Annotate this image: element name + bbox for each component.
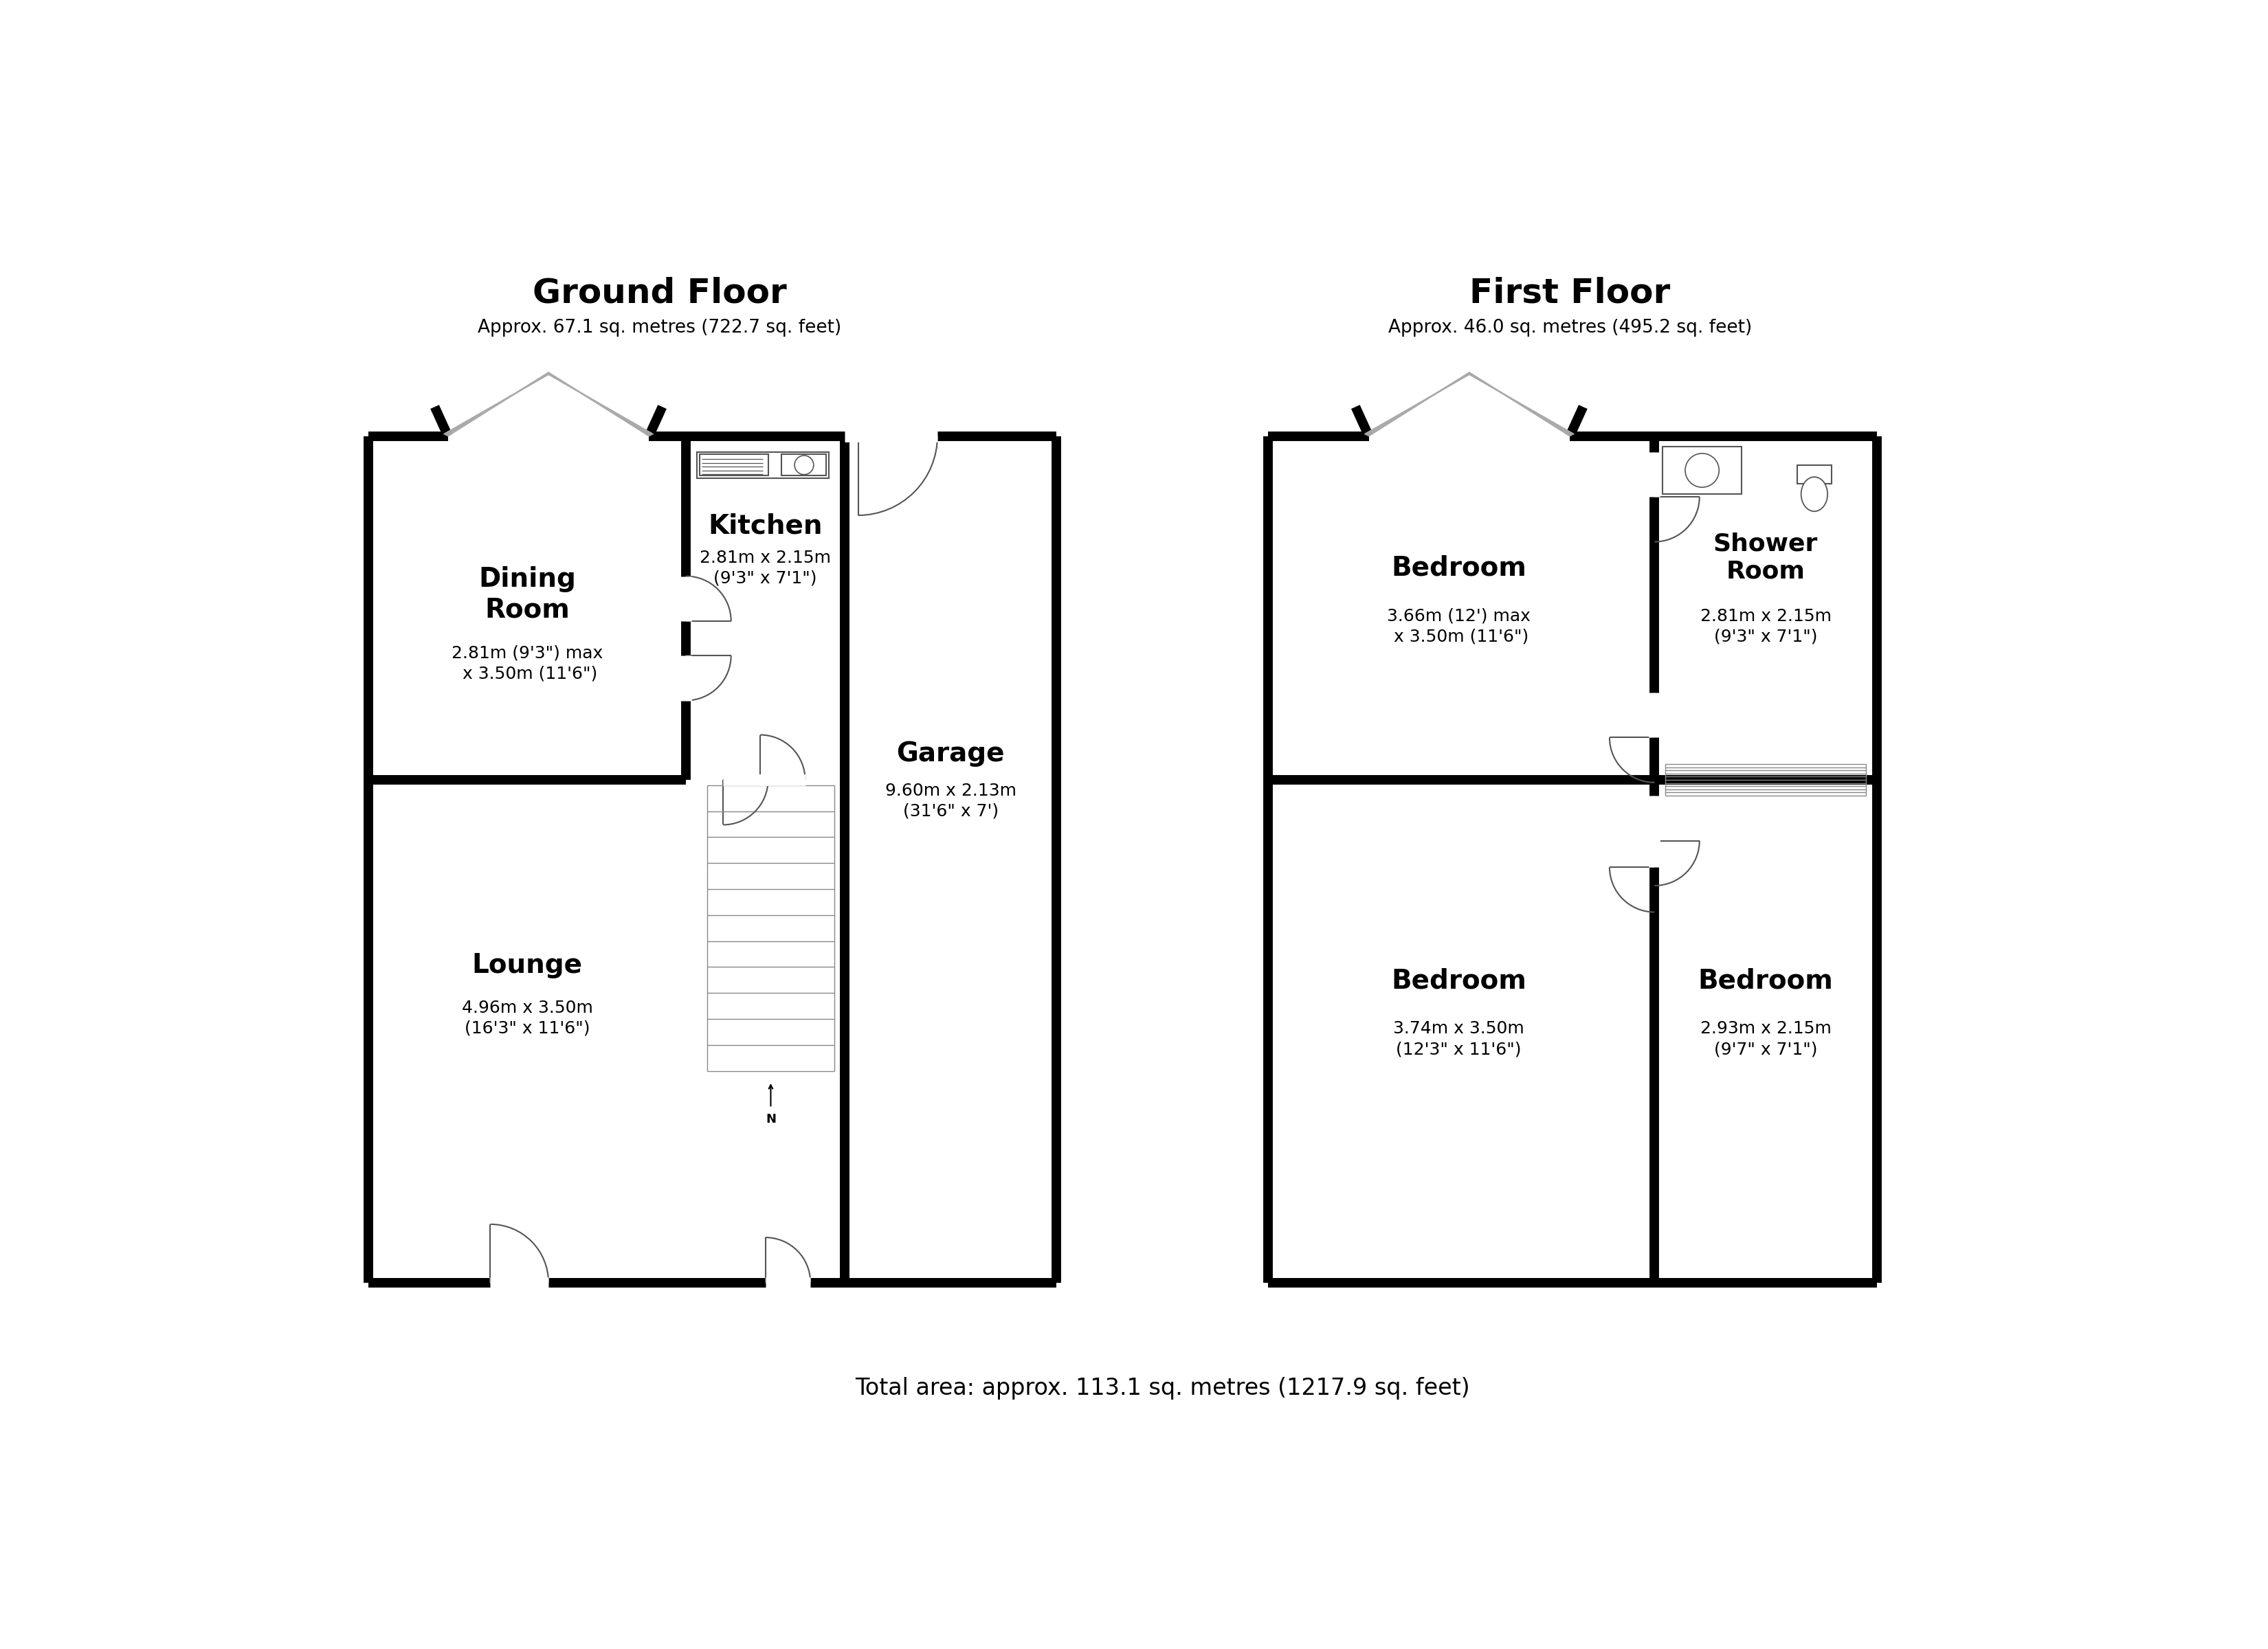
Bar — [780, 455, 826, 475]
Ellipse shape — [1801, 477, 1828, 511]
Text: N: N — [767, 1113, 776, 1126]
Text: Kitchen: Kitchen — [708, 513, 823, 539]
Text: 9.60m x 2.13m
(31'6" x 7'): 9.60m x 2.13m (31'6" x 7') — [885, 783, 1016, 820]
Text: Ground Floor: Ground Floor — [533, 277, 787, 310]
Text: 2.81m (9'3") max
 x 3.50m (11'6"): 2.81m (9'3") max x 3.50m (11'6") — [451, 645, 603, 683]
Text: Approx. 46.0 sq. metres (495.2 sq. feet): Approx. 46.0 sq. metres (495.2 sq. feet) — [1388, 318, 1751, 336]
Text: Bedroom: Bedroom — [1390, 556, 1526, 580]
Text: Total area: approx. 113.1 sq. metres (1217.9 sq. feet): Total area: approx. 113.1 sq. metres (12… — [855, 1377, 1470, 1400]
Text: First Floor: First Floor — [1470, 277, 1669, 310]
Text: 3.74m x 3.50m
(12'3" x 11'6"): 3.74m x 3.50m (12'3" x 11'6") — [1393, 1021, 1524, 1057]
Bar — [1796, 465, 1833, 483]
Text: 3.66m (12') max
 x 3.50m (11'6"): 3.66m (12') max x 3.50m (11'6") — [1388, 608, 1531, 645]
Text: Lounge: Lounge — [472, 951, 583, 978]
Text: 2.81m x 2.15m
(9'3" x 7'1"): 2.81m x 2.15m (9'3" x 7'1") — [701, 549, 830, 587]
Text: 2.81m x 2.15m
(9'3" x 7'1"): 2.81m x 2.15m (9'3" x 7'1") — [1701, 608, 1830, 645]
Bar — [1662, 447, 1742, 495]
Text: 4.96m x 3.50m
(16'3" x 11'6"): 4.96m x 3.50m (16'3" x 11'6") — [463, 999, 592, 1036]
Text: Shower
Room: Shower Room — [1712, 533, 1819, 582]
Text: Approx. 67.1 sq. metres (722.7 sq. feet): Approx. 67.1 sq. metres (722.7 sq. feet) — [479, 318, 841, 336]
Text: Dining
Room: Dining Room — [479, 567, 576, 623]
Text: Bedroom: Bedroom — [1699, 968, 1833, 994]
Bar — [696, 452, 828, 478]
Text: Bedroom: Bedroom — [1390, 968, 1526, 994]
Text: Garage: Garage — [896, 740, 1005, 767]
Text: 2.93m x 2.15m
(9'7" x 7'1"): 2.93m x 2.15m (9'7" x 7'1") — [1701, 1021, 1830, 1057]
Bar — [699, 455, 769, 475]
